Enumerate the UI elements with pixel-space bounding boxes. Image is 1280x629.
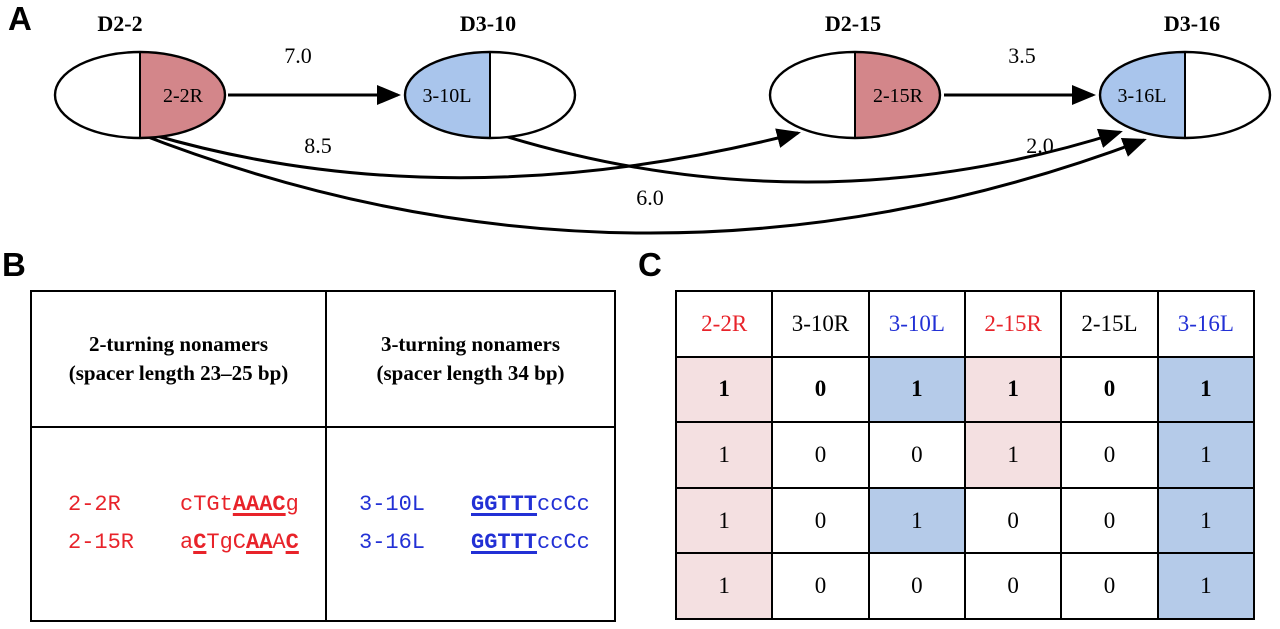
node-d2-15: 2-15R D2-15 [768, 11, 942, 140]
node-d2-2-right-half [140, 52, 225, 138]
matrix-cell: 1 [674, 552, 774, 620]
edge-weight-6-0: 6.0 [636, 185, 664, 210]
matrix-cell: 0 [1060, 552, 1159, 620]
node-d2-15-outline [768, 50, 942, 140]
matrix-header-3-10l: 3-10L [867, 290, 966, 358]
node-d2-2-half-label: 2-2R [163, 85, 204, 107]
matrix-cell: 0 [771, 355, 870, 424]
matrix-row: 1 0 0 1 0 1 [674, 421, 1256, 489]
nonamer-label: 3-10L [359, 492, 426, 517]
node-d2-15-name: D2-15 [825, 11, 881, 36]
matrix-cell: 0 [963, 486, 1063, 555]
matrix-row: 1 0 1 0 0 1 [674, 486, 1256, 555]
matrix-cell: 0 [867, 552, 966, 620]
matrix-cell: 0 [771, 421, 870, 489]
nonamer-row: 3-16L GGTTTccCc [359, 524, 614, 562]
node-d3-10-outline [403, 50, 577, 140]
nonamer-row: 2-15R aCTgCAAAC [68, 524, 325, 562]
three-turning-header: 3-turning nonamers (spacer length 34 bp) [327, 292, 614, 428]
nonamer-sequence: GGTTTccCc [471, 492, 590, 517]
panel-a-label: A [8, 0, 32, 37]
node-d3-16-outline [1098, 50, 1272, 140]
matrix-cell: 1 [1156, 355, 1256, 424]
matrix-header-3-16l: 3-16L [1156, 290, 1256, 358]
edge-weight-2-0: 2.0 [1026, 133, 1054, 158]
presence-matrix: 2-2R 3-10R 3-10L 2-15R 2-15L 3-16L 1 0 1… [674, 290, 1256, 620]
matrix-cell: 0 [867, 421, 966, 489]
node-d2-2-outline [53, 50, 227, 140]
arrow-d2-2-to-d3-16 [134, 130, 1147, 235]
nonamer-label: 3-16L [359, 530, 426, 555]
matrix-cell: 0 [771, 552, 870, 620]
node-d3-16-left-half [1100, 52, 1185, 138]
node-d3-10: 3-10L D3-10 [403, 11, 577, 140]
matrix-row: 1 0 1 1 0 1 [674, 355, 1256, 424]
matrix-cell: 1 [1156, 552, 1256, 620]
matrix-header-3-10r: 3-10R [771, 290, 870, 358]
matrix-cell: 1 [867, 486, 966, 555]
three-turning-header-line1: 3-turning nonamers [380, 332, 561, 356]
matrix-header-2-2r: 2-2R [674, 290, 774, 358]
nonamer-table: 2-turning nonamers (spacer length 23–25 … [30, 290, 616, 622]
three-turning-column: 3-turning nonamers (spacer length 34 bp)… [327, 292, 614, 620]
node-d2-2: 2-2R D2-2 [53, 11, 227, 140]
two-turning-column: 2-turning nonamers (spacer length 23–25 … [32, 292, 327, 620]
nonamer-row: 2-2R cTGtAAACg [68, 486, 325, 524]
node-d3-16-name: D3-16 [1164, 11, 1220, 36]
matrix-header-row: 2-2R 3-10R 3-10L 2-15R 2-15L 3-16L [674, 290, 1256, 358]
matrix-cell: 1 [867, 355, 966, 424]
two-turning-header-line2: (spacer length 23–25 bp) [68, 361, 289, 385]
nonamer-label: 2-2R [68, 492, 121, 517]
matrix-cell: 1 [963, 421, 1063, 489]
edge-weight-8-5: 8.5 [304, 133, 332, 158]
nonamer-sequence: aCTgCAAAC [180, 530, 299, 555]
node-d3-10-name: D3-10 [460, 11, 516, 36]
matrix-cell: 1 [674, 355, 774, 424]
node-d3-16-half-label: 3-16L [1118, 85, 1167, 107]
three-turning-body: 3-10L GGTTTccCc 3-16L GGTTTccCc [327, 428, 614, 562]
matrix-cell: 1 [674, 486, 774, 555]
matrix-row: 1 0 0 0 0 1 [674, 552, 1256, 620]
edge-weight-3-5: 3.5 [1008, 43, 1036, 68]
panel-c-label: C [638, 246, 662, 283]
node-d3-10-half-label: 3-10L [423, 85, 472, 107]
two-turning-header: 2-turning nonamers (spacer length 23–25 … [32, 292, 325, 428]
matrix-cell: 0 [1060, 421, 1159, 489]
edge-weight-7-0: 7.0 [284, 43, 312, 68]
nonamer-label: 2-15R [68, 530, 135, 555]
matrix-cell: 0 [1060, 355, 1159, 424]
three-turning-header-line2: (spacer length 34 bp) [376, 361, 565, 385]
two-turning-body: 2-2R cTGtAAACg 2-15R aCTgCAAAC [32, 428, 325, 562]
matrix-cell: 1 [1156, 421, 1256, 489]
node-d3-16: 3-16L D3-16 [1098, 11, 1272, 140]
node-d2-15-half-label: 2-15R [873, 85, 924, 107]
interaction-diagram: 2-2R D2-2 3-10L D3-10 2-15R D2-15 [53, 11, 1272, 235]
matrix-cell: 1 [674, 421, 774, 489]
nonamer-row: 3-10L GGTTTccCc [359, 486, 614, 524]
matrix-header-2-15l: 2-15L [1060, 290, 1159, 358]
nonamer-sequence: cTGtAAACg [180, 492, 299, 517]
matrix-header-2-15r: 2-15R [963, 290, 1063, 358]
arrow-d2-2-to-d2-15 [149, 128, 801, 180]
matrix-cell: 1 [963, 355, 1063, 424]
node-d3-10-left-half [405, 52, 490, 138]
matrix-cell: 0 [963, 552, 1063, 620]
panel-b-label: B [2, 246, 26, 283]
nonamer-sequence: GGTTTccCc [471, 530, 590, 555]
node-d2-2-name: D2-2 [97, 11, 142, 36]
matrix-cell: 0 [1060, 486, 1159, 555]
node-d2-15-right-half [855, 52, 940, 138]
arrow-d3-10-to-d3-16 [497, 128, 1123, 184]
two-turning-header-line1: 2-turning nonamers [88, 332, 269, 356]
matrix-cell: 1 [1156, 486, 1256, 555]
matrix-cell: 0 [771, 486, 870, 555]
